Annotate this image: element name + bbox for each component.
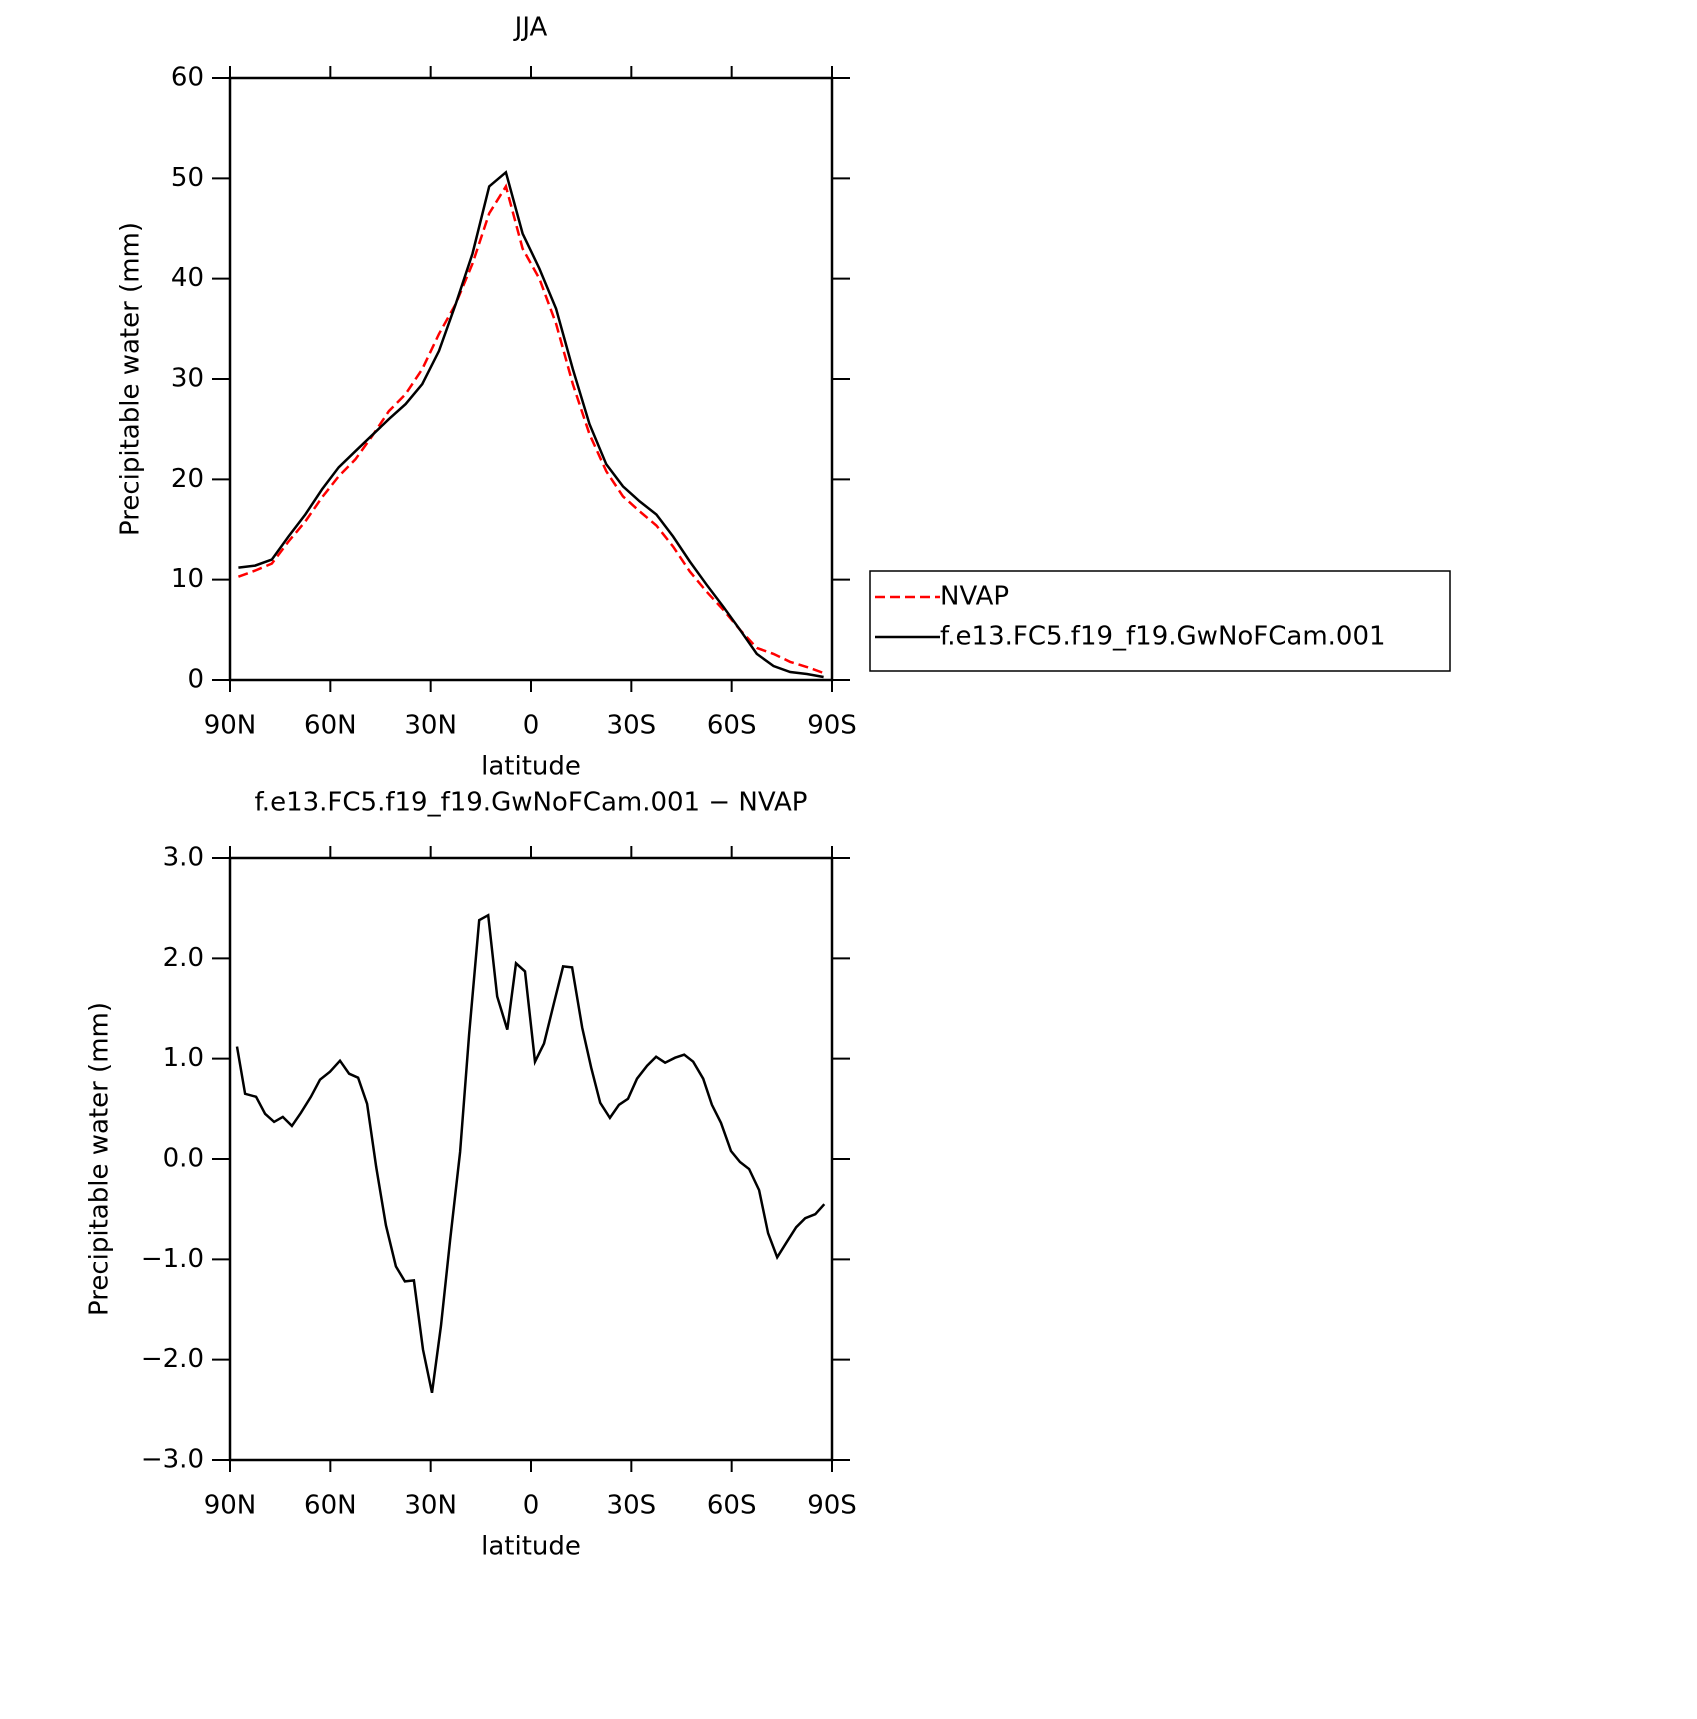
plot-frame — [228, 76, 834, 682]
y-tick-label: 30 — [171, 364, 204, 394]
y-tick-label: 2.0 — [163, 943, 204, 973]
y-tick-label: −1.0 — [141, 1244, 204, 1274]
x-tick-label: 60S — [707, 711, 757, 741]
x-tick-label: 60S — [707, 1491, 757, 1521]
x-axis-label: latitude — [481, 1532, 581, 1562]
x-tick-label: 90S — [807, 1491, 857, 1521]
y-tick-label: −3.0 — [141, 1445, 204, 1475]
y-tick-label: 0.0 — [163, 1144, 204, 1174]
x-axis-label: latitude — [481, 752, 581, 782]
y-tick-label: 40 — [171, 263, 204, 293]
x-tick-label: 90N — [204, 711, 257, 741]
y-tick-label: −2.0 — [141, 1344, 204, 1374]
chart-title: f.e13.FC5.f19_f19.GwNoFCam.001 − NVAP — [255, 788, 808, 818]
x-tick-label: 30S — [607, 711, 657, 741]
y-tick-label: 3.0 — [163, 843, 204, 873]
y-axis-label: Precipitable water (mm) — [116, 222, 146, 536]
x-tick-label: 0 — [523, 711, 540, 741]
plot-frame — [228, 856, 834, 1462]
y-tick-label: 1.0 — [163, 1043, 204, 1073]
series-line — [237, 183, 825, 675]
legend-box — [869, 570, 1451, 672]
x-tick-label: 30N — [404, 1491, 457, 1521]
x-tick-label: 90N — [204, 1491, 257, 1521]
legend-label: f.e13.FC5.f19_f19.GwNoFCam.001 — [940, 622, 1386, 652]
x-tick-label: 30N — [404, 711, 457, 741]
x-tick-label: 30S — [607, 1491, 657, 1521]
x-tick-label: 0 — [523, 1491, 540, 1521]
legend-label: NVAP — [940, 582, 1009, 612]
y-tick-label: 50 — [171, 163, 204, 193]
y-tick-label: 60 — [171, 63, 204, 93]
x-tick-label: 60N — [304, 711, 357, 741]
x-tick-label: 60N — [304, 1491, 357, 1521]
y-axis-label: Precipitable water (mm) — [85, 1002, 115, 1316]
series-line — [235, 913, 826, 1394]
x-tick-label: 90S — [807, 711, 857, 741]
y-tick-label: 20 — [171, 464, 204, 494]
chart-title: JJA — [513, 13, 548, 43]
y-tick-label: 10 — [171, 564, 204, 594]
y-tick-label: 0 — [187, 665, 204, 695]
series-line — [238, 170, 824, 679]
